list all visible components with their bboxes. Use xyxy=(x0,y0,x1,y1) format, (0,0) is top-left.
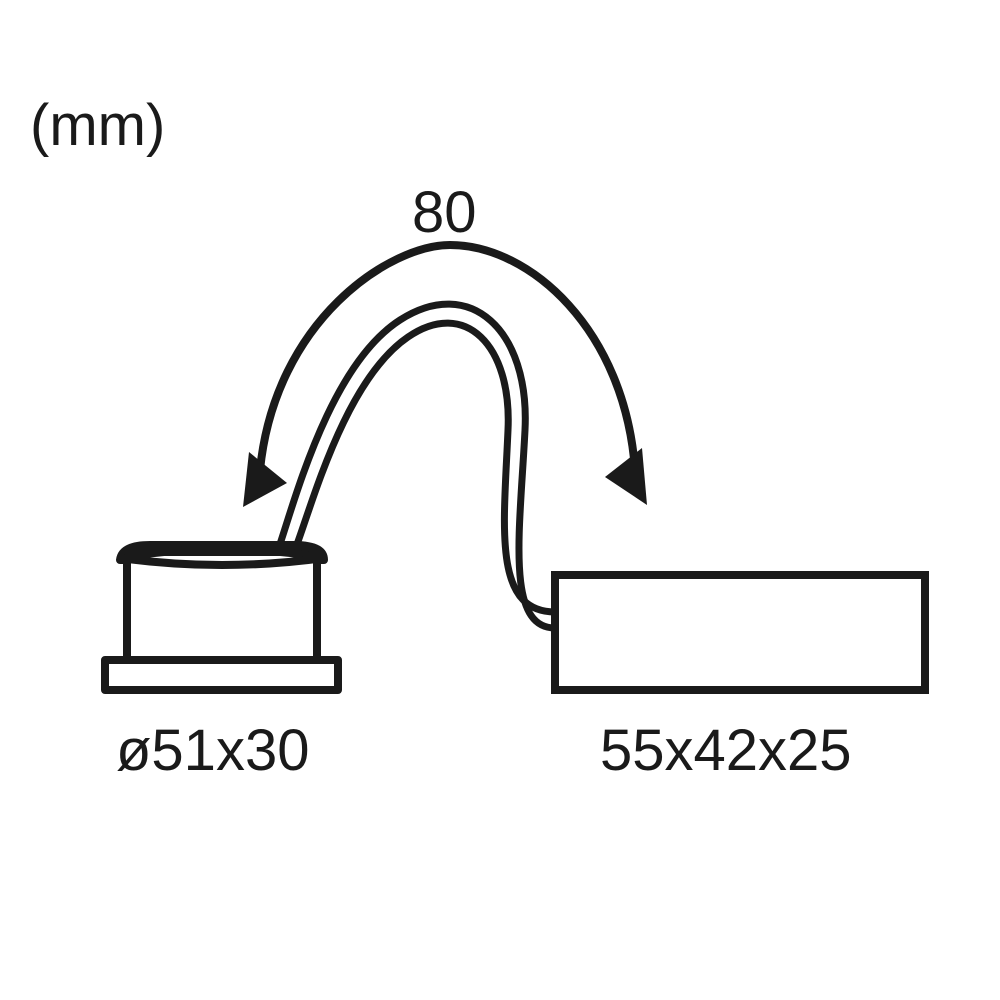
dimension-diagram: (mm) 80 ø51x30 5 xyxy=(0,0,1000,1000)
module-top-arc-lower xyxy=(120,558,324,565)
cable-length-dimension: 80 xyxy=(243,180,647,507)
module-body xyxy=(127,560,317,660)
led-module xyxy=(105,545,338,690)
cable-length-label: 80 xyxy=(412,180,477,245)
unit-label: (mm) xyxy=(30,93,165,158)
arrowhead-right xyxy=(605,448,647,505)
driver-dimension-label: 55x42x25 xyxy=(600,718,852,783)
module-flange xyxy=(105,660,338,690)
driver-box xyxy=(555,575,925,690)
module-dimension-label: ø51x30 xyxy=(116,718,309,783)
